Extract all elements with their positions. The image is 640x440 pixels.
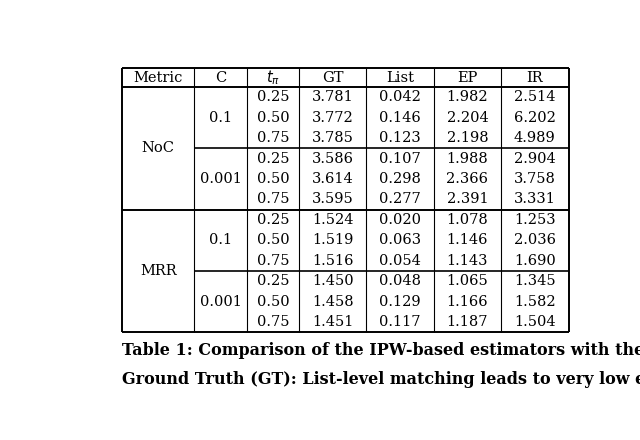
Text: 1.582: 1.582 [514, 295, 556, 308]
Text: 0.001: 0.001 [200, 172, 241, 186]
Text: 0.129: 0.129 [380, 295, 421, 308]
Text: 0.25: 0.25 [257, 274, 289, 288]
Text: 0.020: 0.020 [379, 213, 421, 227]
Text: 1.065: 1.065 [447, 274, 488, 288]
Text: 0.054: 0.054 [379, 254, 421, 268]
Text: 0.25: 0.25 [257, 152, 289, 165]
Text: 0.063: 0.063 [379, 233, 421, 247]
Text: 0.50: 0.50 [257, 111, 289, 125]
Text: 1.451: 1.451 [312, 315, 353, 329]
Text: 0.75: 0.75 [257, 315, 289, 329]
Text: 1.253: 1.253 [514, 213, 556, 227]
Text: 3.758: 3.758 [514, 172, 556, 186]
Text: List: List [386, 70, 414, 84]
Text: 0.042: 0.042 [379, 90, 421, 104]
Text: 1.519: 1.519 [312, 233, 353, 247]
Text: 4.989: 4.989 [514, 131, 556, 145]
Text: 0.50: 0.50 [257, 295, 289, 308]
Text: C: C [215, 70, 226, 84]
Text: MRR: MRR [140, 264, 177, 278]
Text: 1.504: 1.504 [514, 315, 556, 329]
Text: GT: GT [322, 70, 344, 84]
Text: 1.458: 1.458 [312, 295, 353, 308]
Text: 2.198: 2.198 [447, 131, 488, 145]
Text: Ground Truth (GT): List-level matching leads to very low es-: Ground Truth (GT): List-level matching l… [122, 371, 640, 388]
Text: 0.123: 0.123 [379, 131, 421, 145]
Text: 1.982: 1.982 [447, 90, 488, 104]
Text: Table 1: Comparison of the IPW-based estimators with the: Table 1: Comparison of the IPW-based est… [122, 342, 640, 359]
Text: 3.781: 3.781 [312, 90, 353, 104]
Text: 1.524: 1.524 [312, 213, 353, 227]
Text: 0.50: 0.50 [257, 233, 289, 247]
Text: 2.904: 2.904 [514, 152, 556, 165]
Text: 1.345: 1.345 [514, 274, 556, 288]
Text: 1.143: 1.143 [447, 254, 488, 268]
Text: 1.146: 1.146 [447, 233, 488, 247]
Text: 1.187: 1.187 [447, 315, 488, 329]
Text: $t_\pi$: $t_\pi$ [266, 68, 280, 87]
Text: 3.586: 3.586 [312, 152, 354, 165]
Text: 3.772: 3.772 [312, 111, 353, 125]
Text: 0.117: 0.117 [380, 315, 421, 329]
Text: 1.516: 1.516 [312, 254, 353, 268]
Text: NoC: NoC [142, 141, 175, 155]
Text: 1.078: 1.078 [447, 213, 488, 227]
Text: 1.690: 1.690 [514, 254, 556, 268]
Text: Metric: Metric [134, 70, 183, 84]
Text: 2.514: 2.514 [514, 90, 556, 104]
Text: 2.391: 2.391 [447, 192, 488, 206]
Text: 6.202: 6.202 [514, 111, 556, 125]
Text: 3.331: 3.331 [514, 192, 556, 206]
Text: 0.001: 0.001 [200, 295, 241, 308]
Text: IR: IR [527, 70, 543, 84]
Text: EP: EP [457, 70, 477, 84]
Text: 0.107: 0.107 [379, 152, 421, 165]
Text: 0.298: 0.298 [379, 172, 421, 186]
Text: 0.25: 0.25 [257, 213, 289, 227]
Text: 0.048: 0.048 [379, 274, 421, 288]
Text: 0.75: 0.75 [257, 131, 289, 145]
Text: 1.166: 1.166 [447, 295, 488, 308]
Text: 0.1: 0.1 [209, 111, 232, 125]
Text: 2.204: 2.204 [447, 111, 488, 125]
Text: 0.277: 0.277 [379, 192, 421, 206]
Text: 0.50: 0.50 [257, 172, 289, 186]
Text: 3.614: 3.614 [312, 172, 353, 186]
Text: 0.1: 0.1 [209, 233, 232, 247]
Text: 0.75: 0.75 [257, 254, 289, 268]
Text: 1.450: 1.450 [312, 274, 353, 288]
Text: 0.75: 0.75 [257, 192, 289, 206]
Text: 2.036: 2.036 [514, 233, 556, 247]
Text: 3.785: 3.785 [312, 131, 353, 145]
Text: 0.25: 0.25 [257, 90, 289, 104]
Text: 3.595: 3.595 [312, 192, 353, 206]
Text: 2.366: 2.366 [447, 172, 488, 186]
Text: 1.988: 1.988 [447, 152, 488, 165]
Text: 0.146: 0.146 [379, 111, 421, 125]
